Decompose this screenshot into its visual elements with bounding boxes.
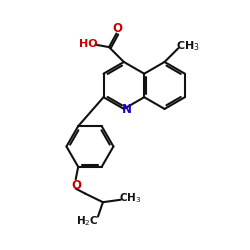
- Text: CH$_3$: CH$_3$: [119, 192, 141, 205]
- Text: N: N: [122, 103, 132, 116]
- Text: O: O: [112, 22, 122, 35]
- Text: H$_2$C: H$_2$C: [76, 214, 98, 228]
- Text: O: O: [72, 179, 82, 192]
- Text: HO: HO: [79, 39, 97, 49]
- Text: CH$_3$: CH$_3$: [176, 40, 200, 53]
